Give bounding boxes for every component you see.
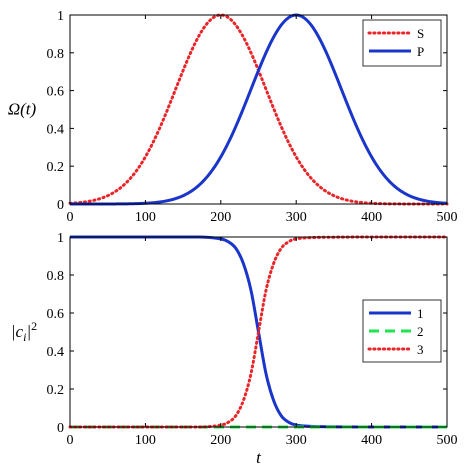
y-tick-label: 0.6 [47,85,65,100]
x-tick-label: 300 [286,433,307,448]
y-tick-label: 0.8 [47,269,65,284]
legend-label-2: 2 [417,324,424,339]
y-tick-label: 0.4 [47,122,65,137]
bottom-panel: 0 100 200 300 400 500 0 0.2 0.4 0.6 0.8 1 |ci|2 t 1 2 3 [11,231,458,467]
y-tick-label: 0.2 [47,160,65,175]
legend-label-P: P [417,44,424,59]
legend-box [362,19,442,67]
x-tick-label: 100 [135,210,156,225]
y-tick-label: 0.4 [47,345,65,360]
x-tick-label: 200 [210,210,231,225]
y-axis-label: Ω(t) [8,100,37,119]
y-tick-label: 1 [57,231,64,246]
x-axis-label: t [256,448,262,467]
axes-frame [69,236,448,428]
y-tick-label: 0.8 [47,47,65,62]
y-tick-label: 0.6 [47,307,65,322]
x-tick-label: 500 [437,433,458,448]
y-tick-label: 0 [57,421,64,436]
x-tick-label: 300 [286,210,307,225]
legend-label-S: S [417,26,424,41]
y-axis-label: |ci|2 [11,319,37,344]
top-panel: 0 100 200 300 400 500 0 0.2 0.4 0.6 0.8 1 Ω(t) SP [8,9,458,225]
x-tick-label: 100 [135,433,156,448]
x-tick-label: 200 [210,433,231,448]
axes-frame [69,14,448,205]
x-tick-label: 400 [361,210,382,225]
y-tick-label: 1 [57,9,64,24]
x-tick-label: 500 [437,210,458,225]
legend-label-1: 1 [417,306,424,321]
x-tick-label: 0 [67,210,74,225]
x-tick-label: 400 [361,433,382,448]
y-tick-label: 0 [57,198,64,213]
y-tick-label: 0.2 [47,383,65,398]
legend-label-3: 3 [417,342,424,357]
x-tick-label: 0 [67,433,74,448]
